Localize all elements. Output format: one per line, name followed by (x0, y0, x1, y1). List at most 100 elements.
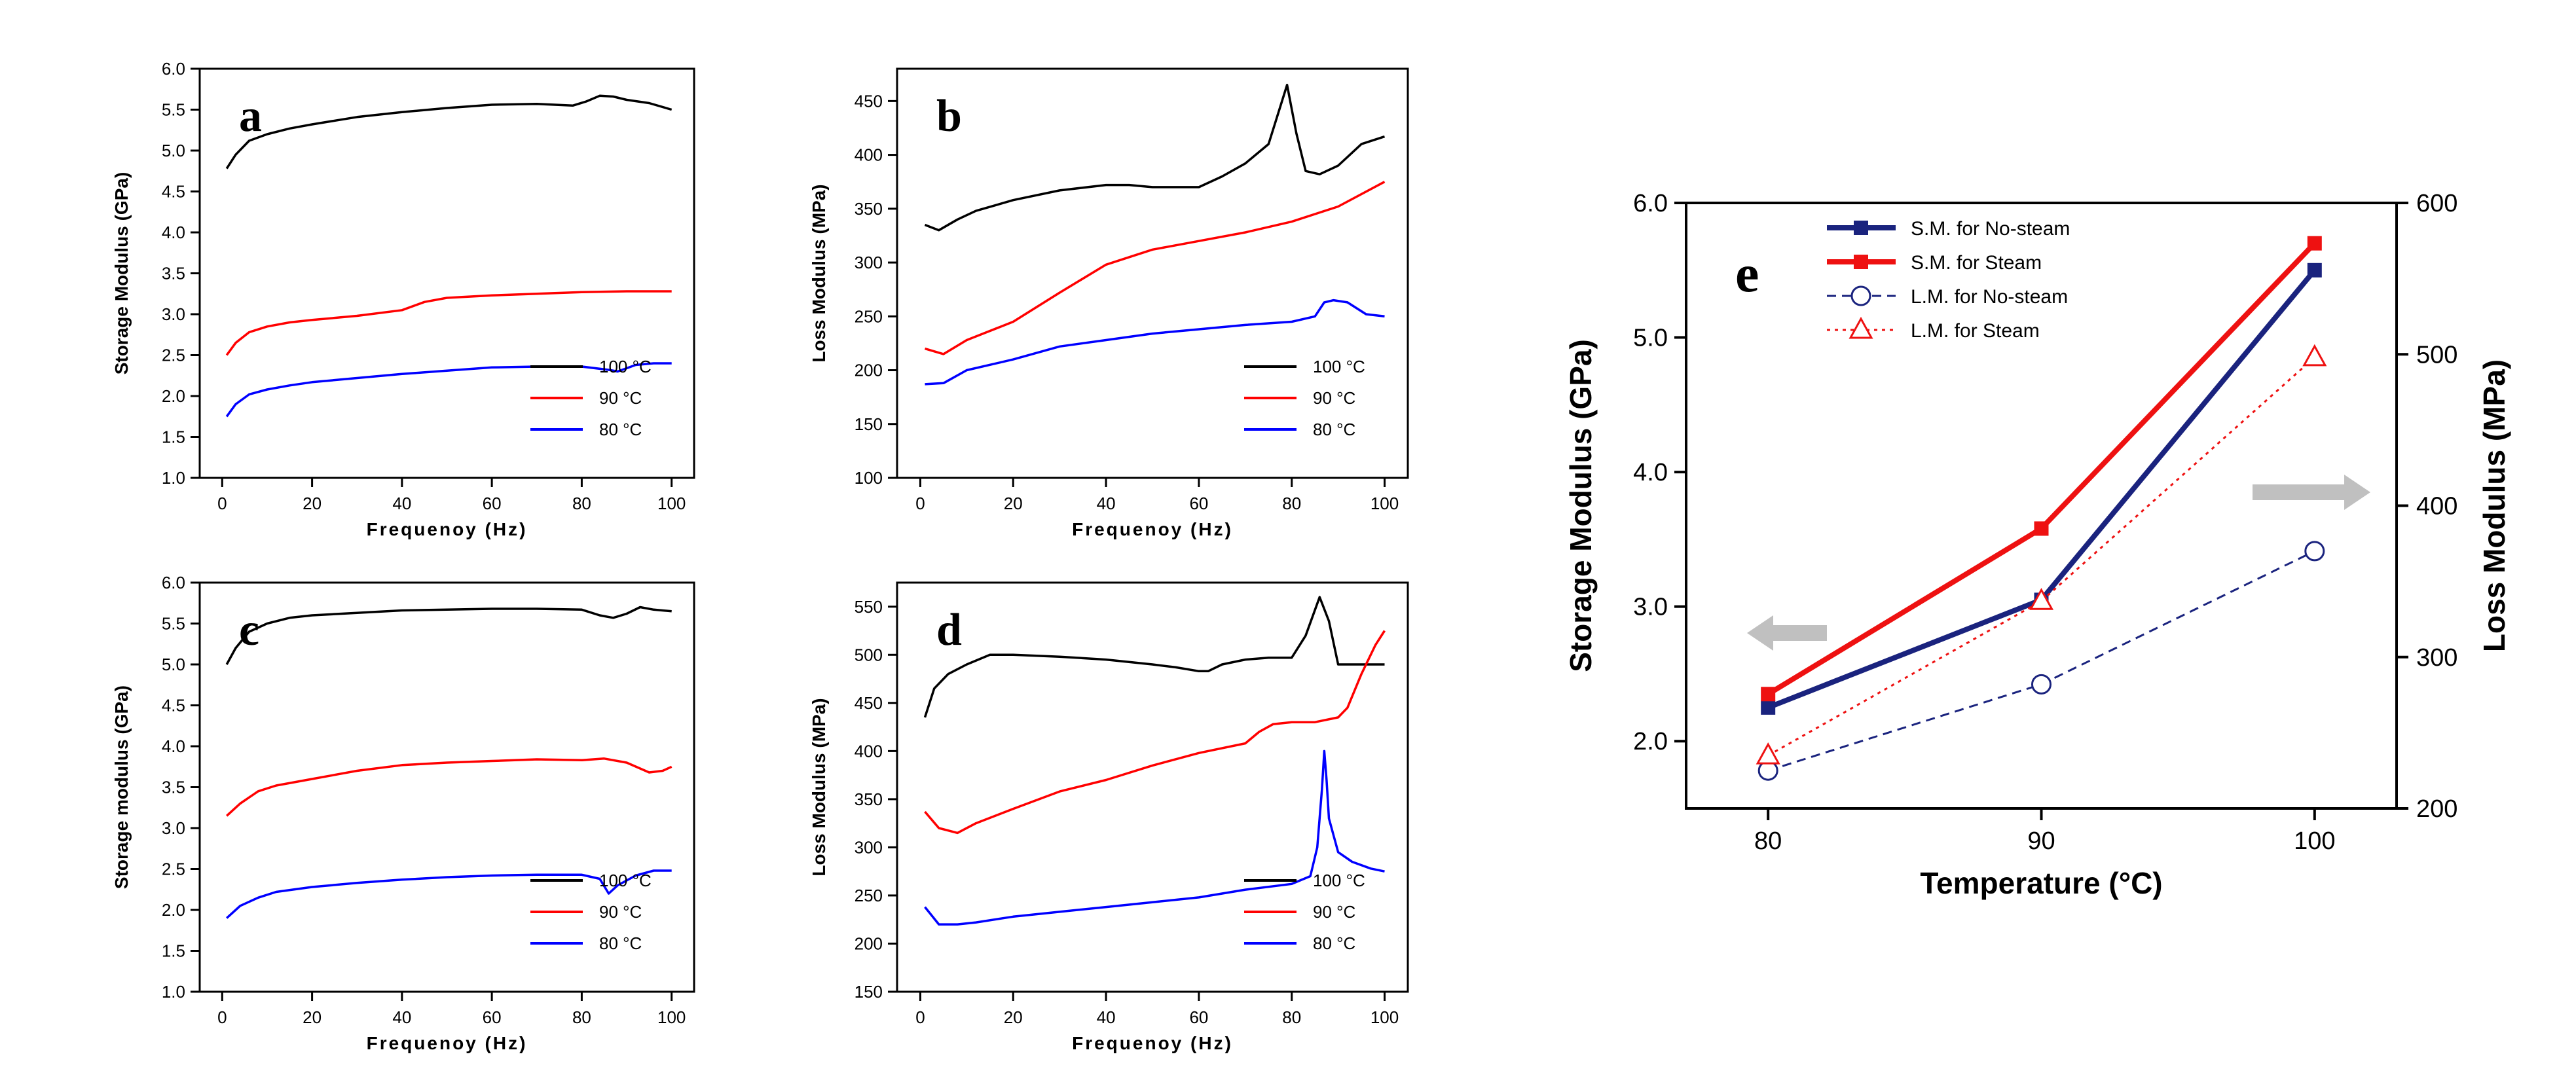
y-tick-label: 3.5 (162, 264, 185, 283)
y-tick-label: 3.0 (162, 818, 185, 838)
y-tick-label: 6.0 (162, 59, 185, 79)
x-tick-label: 0 (915, 1007, 925, 1027)
plot-frame-a (198, 67, 695, 479)
y-tick-label: 300 (855, 253, 883, 272)
x-axis-title: Frequenoy (Hz) (367, 519, 528, 539)
plot-frame-d (896, 581, 1409, 993)
x-tick-label: 20 (1004, 494, 1023, 513)
x-tick-label: 80 (1282, 494, 1301, 513)
y-tick-label: 6.0 (162, 573, 185, 592)
series-line-4 (1767, 356, 2315, 757)
data-point (2029, 588, 2054, 610)
panel-label: e (1735, 244, 1759, 303)
series-line-1 (924, 83, 1386, 232)
legend-label: 80 °C (1313, 933, 1355, 953)
series-line-3 (226, 869, 672, 919)
data-point (2307, 236, 2322, 251)
panel-e: 80 90 100 2.0 3.0 4.0 5.0 6.0 200 300 400 500 600 Tem… (1564, 190, 2511, 900)
panel-d: 0 20 40 60 80 100 150 200 250 300 350 400 450 500 550 F… (809, 581, 1409, 1053)
y2-tick-label: 300 (2416, 644, 2457, 672)
series-line-3 (925, 299, 1385, 386)
y-tick-label: 1.5 (162, 941, 185, 961)
y-tick-label: 5.0 (1633, 325, 1668, 352)
y-tick-label: 450 (855, 91, 883, 111)
legend-label: 80 °C (1313, 420, 1355, 439)
panel-label: a (239, 91, 262, 141)
legend-label: L.M. for Steam (1911, 320, 2040, 342)
panel-c: 0 20 40 60 80 100 1.0 1.5 2.0 2.5 3.0 3.5 4.0 4.5 5.0 5… (111, 573, 695, 1053)
legend-marker (1850, 285, 1871, 306)
legend-label: 100 °C (599, 871, 652, 890)
arrow-to-left-axis (1747, 615, 1827, 651)
y-axis-title: Storage Modulus (GPa) (111, 172, 132, 375)
y-axis-title: Loss Modulus (MPa) (809, 184, 829, 362)
x-tick-label: 40 (392, 494, 411, 513)
y-tick-label: 1.5 (162, 427, 185, 447)
data-point (2031, 674, 2052, 695)
panel-label: b (936, 91, 962, 141)
y-axis-title: Storage Modulus (GPa) (1564, 339, 1598, 672)
data-point (1756, 742, 1780, 765)
plot-frame-b (896, 67, 1409, 479)
y-tick-label: 350 (855, 199, 883, 219)
x-tick-label: 100 (2294, 827, 2335, 855)
legend-label: 80 °C (599, 420, 642, 439)
legend-label: L.M. for No-steam (1911, 286, 2068, 308)
legend-label: 90 °C (599, 388, 642, 408)
x-tick-label: 40 (1097, 1007, 1116, 1027)
panel-label: d (936, 605, 962, 655)
y2-axis-title: Loss Modulus (MPa) (2477, 359, 2511, 652)
panel-a: 0 20 40 60 80 100 1.0 1.5 2.0 2.5 3.0 3.5 4.0 4.5 5.0 5… (111, 59, 695, 539)
y-tick-label: 3.0 (1633, 594, 1668, 621)
data-point (1761, 700, 1776, 715)
series-line-1 (923, 596, 1385, 718)
series-line-2 (225, 290, 672, 356)
y-tick-label: 5.5 (162, 100, 185, 120)
data-point (2302, 344, 2327, 367)
y-tick-label: 2.0 (162, 386, 185, 406)
y-tick-label: 4.5 (162, 696, 185, 715)
x-tick-label: 80 (1282, 1007, 1301, 1027)
y-tick-label: 5.0 (162, 655, 185, 674)
x-tick-label: 100 (657, 494, 686, 513)
series-line-3 (1767, 550, 2315, 772)
y-axis-title: Storage modulus (GPa) (111, 685, 132, 889)
y-tick-label: 6.0 (1633, 190, 1668, 217)
x-tick-label: 20 (303, 1007, 322, 1027)
y-tick-label: 4.5 (162, 182, 185, 202)
y-tick-label: 350 (855, 789, 883, 809)
legend-label: S.M. for Steam (1911, 252, 2042, 274)
series-line-3 (225, 362, 672, 418)
x-tick-label: 40 (392, 1007, 411, 1027)
y-tick-label: 200 (855, 361, 883, 380)
y-tick-label: 3.5 (162, 778, 185, 797)
y-axis-title: Loss Modulus (MPa) (809, 698, 829, 876)
panel-b: 0 20 40 60 80 100 100 150 200 250 300 350 400 450 Freq… (809, 67, 1409, 539)
y-tick-label: 100 (855, 468, 883, 488)
data-point (1761, 687, 1776, 702)
series-line-1 (225, 94, 672, 170)
series-line-1 (225, 606, 672, 665)
y-tick-label: 2.5 (162, 346, 185, 365)
x-tick-label: 80 (572, 494, 591, 513)
x-tick-label: 20 (303, 494, 322, 513)
x-tick-label: 90 (2027, 827, 2055, 855)
x-tick-label: 0 (217, 1007, 227, 1027)
x-tick-label: 60 (483, 494, 502, 513)
x-tick-label: 100 (657, 1007, 686, 1027)
legend-label: 100 °C (1313, 871, 1365, 890)
legend-label: 100 °C (1313, 357, 1365, 376)
data-point (2034, 521, 2049, 536)
y-tick-label: 2.0 (162, 900, 185, 920)
legend-marker (1854, 221, 1868, 235)
y-tick-label: 500 (855, 645, 883, 664)
x-axis-title: Frequenoy (Hz) (1072, 1033, 1233, 1053)
series-line-2 (925, 181, 1386, 355)
y-tick-label: 2.5 (162, 860, 185, 879)
x-tick-label: 100 (1371, 494, 1399, 513)
y-tick-label: 150 (855, 414, 883, 434)
y-tick-label: 3.0 (162, 304, 185, 324)
y-tick-label: 1.0 (162, 982, 185, 1002)
y-tick-label: 4.0 (162, 223, 185, 242)
